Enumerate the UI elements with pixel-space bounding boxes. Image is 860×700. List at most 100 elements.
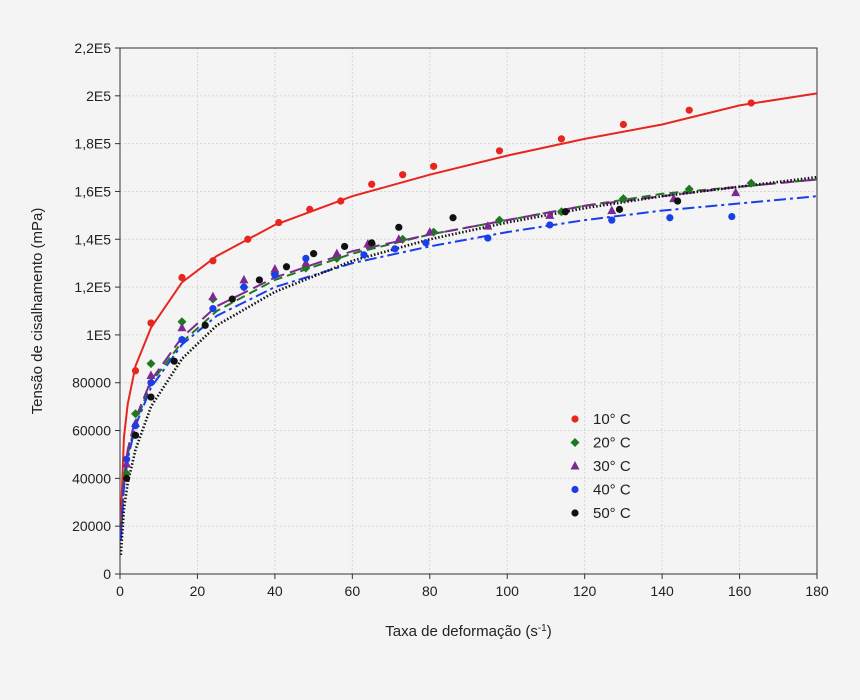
y-tick-label: 60000 (72, 423, 111, 439)
x-tick-label: 140 (650, 583, 674, 599)
x-tick-label: 0 (116, 583, 124, 599)
data-point-series-4 (201, 321, 209, 329)
legend-marker-3 (571, 485, 579, 494)
data-point-series-4 (310, 250, 318, 258)
data-point-series-3 (484, 234, 492, 242)
y-tick-label: 1E5 (86, 327, 111, 343)
data-point-series-1 (618, 194, 628, 204)
data-point-series-1 (746, 178, 756, 188)
data-point-series-0 (337, 197, 345, 205)
y-tick-label: 0 (103, 566, 111, 582)
data-point-series-4 (147, 393, 155, 401)
data-point-series-2 (394, 234, 404, 243)
data-point-series-0 (368, 180, 376, 188)
data-point-series-0 (619, 120, 627, 129)
data-point-series-0 (244, 235, 252, 243)
data-point-series-4 (449, 214, 457, 222)
data-point-series-2 (270, 264, 280, 273)
data-point-series-3 (302, 254, 310, 262)
fit-curve-1 (119, 178, 818, 539)
data-point-series-2 (425, 227, 435, 236)
data-point-series-1 (146, 359, 156, 369)
data-point-series-2 (122, 459, 132, 468)
data-point-series-2 (177, 322, 187, 332)
data-point-series-4 (615, 205, 624, 213)
data-point-series-3 (728, 212, 736, 221)
x-tick-label: 40 (267, 583, 283, 599)
data-point-series-4 (131, 431, 140, 439)
x-tick-label: 180 (805, 583, 829, 599)
data-point-series-0 (747, 99, 755, 107)
legend-label-2: 30° C (593, 458, 631, 475)
legend: 10° C 20° C 30° C 40° C 50° C (570, 411, 631, 522)
legend-label-0: 10° C (593, 411, 631, 428)
data-point-series-3 (666, 214, 674, 222)
x-tick-label: 20 (190, 583, 206, 599)
data-point-series-1 (494, 215, 504, 225)
x-tick-label: 80 (422, 583, 438, 599)
legend-label-4: 50° C (593, 505, 631, 522)
legend-label-3: 40° C (593, 482, 631, 499)
fit-curve-3 (119, 195, 818, 541)
fit-curve-0 (119, 92, 818, 522)
grid (119, 47, 818, 575)
legend-marker-0 (571, 415, 579, 423)
data-point-series-0 (557, 135, 566, 143)
data-point-series-2 (545, 210, 555, 219)
y-tick-label: 1,4E5 (74, 231, 111, 247)
y-tick-label: 80000 (72, 375, 111, 391)
data-point-series-1 (684, 184, 694, 194)
data-point-series-2 (146, 370, 156, 380)
data-point-series-3 (271, 271, 279, 279)
plot-frame (119, 47, 818, 575)
y-tick-label: 20000 (72, 518, 111, 534)
y-tick-label: 1,8E5 (74, 136, 111, 152)
data-point-series-1 (177, 317, 187, 327)
data-point-series-3 (240, 283, 248, 291)
data-point-series-0 (685, 106, 693, 114)
data-point-series-4 (282, 263, 291, 271)
data-point-series-2 (607, 205, 617, 215)
data-point-series-0 (430, 162, 438, 170)
axis-ticks: 0 20 40 60 80 100 120 140 160 180 0 20000 40000 60000… (72, 40, 829, 599)
data-point-series-3 (131, 422, 140, 430)
data-point-series-4 (228, 295, 236, 303)
x-tick-label: 100 (496, 583, 520, 599)
legend-marker-4 (571, 509, 579, 517)
legend-label-1: 20° C (593, 435, 631, 452)
data-point-series-4 (561, 208, 569, 216)
data-point-series-3 (360, 251, 368, 259)
data-point-series-0 (495, 147, 504, 155)
data-point-series-3 (608, 216, 616, 224)
data-point-series-4 (170, 357, 178, 365)
data-point-series-1 (130, 409, 140, 419)
data-point-series-4 (122, 474, 131, 482)
x-axis-label: Taxa de deformação (s-1) (385, 623, 551, 641)
data-point-series-3 (422, 239, 430, 247)
data-point-series-3 (122, 455, 131, 463)
x-tick-label: 60 (345, 583, 361, 599)
y-axis-label: Tensão de cisalhamento (mPa) (29, 208, 46, 415)
data-point-series-0 (209, 257, 217, 265)
data-point-series-4 (674, 197, 682, 205)
data-point-series-3 (147, 379, 155, 387)
data-point-series-2 (731, 187, 741, 197)
data-point-series-0 (275, 218, 283, 227)
legend-marker-1 (570, 438, 580, 447)
data-point-series-3 (391, 245, 399, 253)
data-point-series-2 (332, 248, 342, 258)
y-tick-label: 1,2E5 (74, 279, 111, 295)
data-point-series-4 (395, 223, 403, 231)
data-point-series-0 (147, 319, 155, 327)
data-point-series-4 (368, 239, 376, 247)
data-point-series-2 (208, 291, 218, 301)
y-tick-label: 2E5 (86, 88, 111, 104)
data-point-series-0 (399, 171, 407, 179)
data-points (122, 99, 756, 482)
data-point-series-3 (546, 221, 554, 229)
data-point-series-0 (306, 205, 314, 213)
data-point-series-3 (209, 305, 217, 313)
data-point-series-4 (340, 242, 349, 251)
